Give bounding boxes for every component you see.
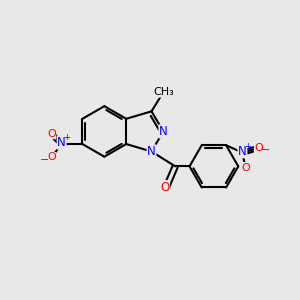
Text: O: O	[47, 152, 56, 162]
Text: N: N	[238, 145, 247, 158]
Text: +: +	[64, 133, 70, 142]
Text: N: N	[147, 145, 156, 158]
Text: O: O	[241, 163, 250, 172]
Text: O: O	[254, 143, 263, 153]
Text: −: −	[261, 145, 270, 155]
Text: O: O	[47, 129, 56, 139]
Text: +: +	[244, 142, 251, 151]
Text: O: O	[160, 181, 170, 194]
Text: N: N	[159, 125, 168, 138]
Text: CH₃: CH₃	[153, 87, 174, 97]
Text: −: −	[40, 155, 50, 165]
Text: N: N	[57, 136, 66, 149]
